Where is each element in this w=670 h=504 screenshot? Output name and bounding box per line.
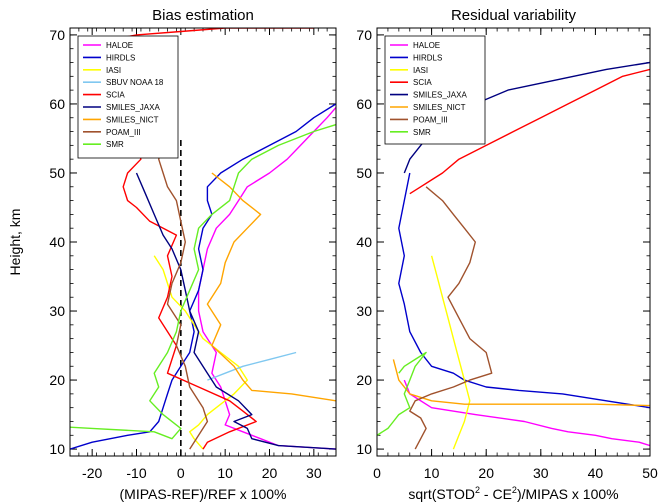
legend-label: POAM_III (106, 128, 141, 137)
x-tick-label: 10 (424, 465, 440, 481)
x-tick-label: -20 (82, 465, 102, 481)
y-tick-label: 40 (49, 234, 65, 250)
y-tick-label: 20 (356, 372, 372, 388)
panel-1: Bias estimation Height, km -20 -10 0 10 20 30 10… (7, 7, 337, 502)
y-tick-label: 20 (49, 372, 65, 388)
series-line-sbuv-noaa-18 (207, 351, 297, 381)
series-line-haloe (403, 379, 650, 447)
legend-label: SCIA (106, 91, 125, 100)
y-tick-label: 50 (356, 165, 372, 181)
legend-box (384, 35, 486, 145)
x-tick-label: 10 (217, 465, 233, 481)
series-group (70, 28, 336, 450)
legend-label: HIRDLS (106, 53, 135, 62)
plot-frame (376, 27, 651, 457)
legend-label: SMILES_NICT (106, 115, 159, 124)
legend-box (77, 35, 179, 159)
series-line-scia (409, 68, 650, 195)
legend-label: SMR (106, 140, 124, 149)
y-tick-label: 10 (356, 441, 372, 457)
x-tick-label: 50 (642, 465, 658, 481)
series-line-poam-iii (409, 186, 493, 450)
x-tick-label: 20 (478, 465, 494, 481)
legend-label: SMILES_JAXA (106, 103, 160, 112)
y-tick-label: 60 (49, 96, 65, 112)
x-tick-label: 40 (588, 465, 604, 481)
legend-label: SCIA (413, 78, 432, 87)
legend-label: SMILES_NICT (413, 103, 466, 112)
series-line-hirdls (398, 172, 650, 409)
x-tick-label: 30 (533, 465, 549, 481)
series-line-smr (70, 123, 336, 440)
x-tick-label: 30 (306, 465, 322, 481)
legend-label: POAM_III (413, 115, 448, 124)
y-tick-label: 40 (356, 234, 372, 250)
y-tick-label: 70 (49, 27, 65, 43)
x-axis-label: sqrt(STOD2 - CE2)/MIPAS x 100% (408, 485, 618, 502)
y-tick-label: 30 (49, 303, 65, 319)
y-tick-label: 60 (356, 96, 372, 112)
plot-frame (69, 27, 337, 457)
legend-label: SBUV NOAA 18 (106, 78, 164, 87)
legend-label: HALOE (106, 41, 133, 50)
series-line-smiles-jaxa (135, 172, 336, 450)
legend-label: SMR (413, 128, 431, 137)
x-tick-label: 20 (262, 465, 278, 481)
legend-label: SMILES_JAXA (413, 91, 467, 100)
y-axis-label: Height, km (7, 209, 23, 276)
x-tick-label: 0 (177, 465, 185, 481)
legend-label: HALOE (413, 41, 440, 50)
y-tick-label: 50 (49, 165, 65, 181)
chart-title: Bias estimation (152, 7, 254, 24)
x-tick-label: 0 (373, 465, 381, 481)
series-line-smr (377, 351, 427, 436)
y-tick-label: 10 (49, 441, 65, 457)
x-tick-label: -10 (126, 465, 146, 481)
series-line-smiles-nict (392, 359, 650, 407)
legend-label: HIRDLS (413, 53, 442, 62)
y-tick-label: 30 (356, 303, 372, 319)
series-line-smiles-nict (206, 172, 336, 402)
y-tick-label: 70 (356, 27, 372, 43)
legend-label: IASI (413, 66, 428, 75)
legend-label: IASI (106, 66, 121, 75)
x-axis-label: (MIPAS-REF)/REF x 100% (120, 486, 287, 502)
series-line-hirdls (70, 103, 336, 450)
series-line-iasi (430, 255, 471, 450)
chart-title: Residual variability (451, 7, 577, 24)
